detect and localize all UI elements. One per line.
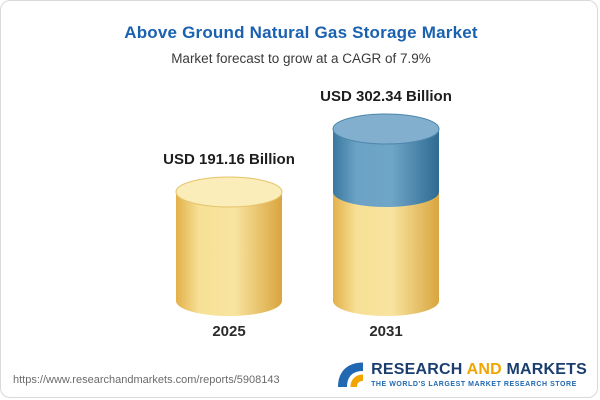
- logo-text: RESEARCH AND MARKETS THE WORLD'S LARGEST…: [371, 361, 587, 388]
- category-label-2031: 2031: [369, 323, 403, 340]
- logo-tagline: THE WORLD'S LARGEST MARKET RESEARCH STOR…: [371, 380, 577, 388]
- logo-word-and: AND: [466, 360, 502, 378]
- research-and-markets-logo: RESEARCH AND MARKETS THE WORLD'S LARGEST…: [335, 359, 587, 389]
- cylinder-bar-chart: [175, 113, 440, 316]
- chart-title: Above Ground Natural Gas Storage Market: [124, 23, 478, 42]
- chart-subtitle: Market forecast to grow at a CAGR of 7.9…: [171, 51, 431, 66]
- logo-mark-icon: [338, 362, 364, 387]
- value-label-2025: USD 191.16 Billion: [163, 151, 295, 168]
- logo-word-markets: MARKETS: [506, 360, 587, 378]
- category-label-2025: 2025: [212, 323, 246, 340]
- logo-wordmark: RESEARCH AND MARKETS: [371, 361, 587, 379]
- logo-word-research: RESEARCH: [371, 360, 463, 378]
- value-label-2031: USD 302.34 Billion: [320, 88, 452, 105]
- report-url: https://www.researchandmarkets.com/repor…: [13, 374, 280, 386]
